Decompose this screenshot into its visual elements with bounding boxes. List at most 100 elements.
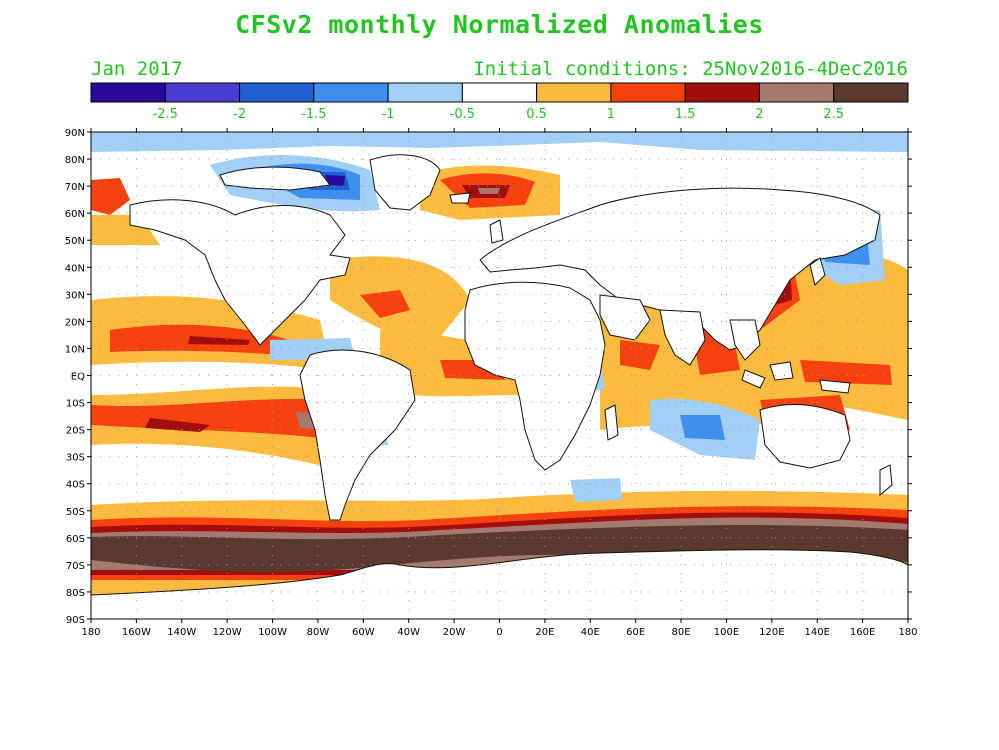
lat-label: 20S [66, 426, 85, 437]
lat-label: EQ [71, 372, 85, 383]
british-isles [489, 219, 504, 244]
initial-conditions: Initial conditions: 25Nov2016-4Dec2016 [473, 58, 908, 80]
lat-label: 60S [66, 534, 85, 545]
lat-label: 90N [65, 128, 85, 139]
canadian-archipelago-very-negative [325, 175, 345, 186]
iceland [449, 192, 471, 204]
lat-label: 60N [65, 209, 85, 220]
lat-label: 20N [65, 317, 85, 328]
lon-label: 40E [581, 627, 600, 638]
africa [464, 281, 606, 471]
antarctica [91, 549, 908, 619]
axis-ticks [87, 128, 912, 623]
colorbar-tick-label: 2.5 [823, 107, 844, 122]
india [659, 309, 706, 366]
lon-label: 20W [443, 627, 466, 638]
indochina [729, 319, 761, 361]
map-title: CFSv2 monthly Normalized Anomalies [235, 10, 764, 39]
colorbar-segment [164, 82, 241, 103]
southern-ocean-extreme-band [91, 525, 908, 572]
arabian-peninsula [599, 294, 651, 341]
canadian-arctic-islands [219, 166, 331, 191]
colorbar-segment [461, 82, 538, 103]
lat-label: 80N [65, 155, 85, 166]
lat-label: 90S [66, 615, 85, 626]
lat-label: 70N [65, 182, 85, 193]
colorbar [90, 82, 909, 103]
colorbar-segment [90, 82, 166, 103]
colorbar-tick-label: -2.5 [153, 107, 178, 122]
lon-label: 60W [352, 627, 375, 638]
lon-label: 100E [714, 627, 739, 638]
lon-label: 40W [397, 627, 420, 638]
lon-label: 80E [672, 627, 691, 638]
colorbar-labels: -2.5 -2 -1.5 -1 -0.5 0.5 1 1.5 2 2.5 [153, 107, 844, 122]
south-pacific-positive [91, 398, 338, 440]
lon-label: 160E [850, 627, 875, 638]
colorbar-segment [684, 82, 760, 103]
latitude-axis-labels: 90N 80N 70N 60N 50N 40N 30N 20N 10N EQ 10S 20S 30S 40… [65, 128, 85, 626]
new-zealand [879, 464, 893, 497]
colorbar-segment [239, 82, 315, 103]
colorbar-segment [758, 82, 835, 103]
arabian-sea-positive [620, 340, 660, 370]
lon-label: 120W [213, 627, 242, 638]
colorbar-tick-label: 0.5 [526, 107, 547, 122]
colorbar-segment [387, 82, 463, 103]
colorbar-segment [610, 82, 686, 103]
south-indian-negative [680, 415, 725, 440]
lon-label: 140E [805, 627, 830, 638]
madagascar [604, 404, 619, 441]
lat-label: 10N [65, 344, 85, 355]
australia [759, 404, 851, 469]
north-atlantic-positive [360, 290, 410, 318]
lat-label: 80S [66, 588, 85, 599]
lon-label: 100W [258, 627, 287, 638]
longitude-axis-labels: 180 160W 140W 120W 100W 80W 60W 40W 20W 0 20E 40E 60… [81, 627, 917, 638]
lat-label: 50N [65, 236, 85, 247]
bering-positive [91, 178, 130, 215]
lon-label: 180 [81, 627, 100, 638]
lon-label: 20E [535, 627, 554, 638]
forecast-month: Jan 2017 [91, 58, 183, 80]
colorbar-segment [536, 82, 612, 103]
lon-label: 180 [898, 627, 917, 638]
lon-label: 60E [626, 627, 645, 638]
colorbar-tick-label: -2 [233, 107, 246, 122]
colorbar-tick-label: 2 [755, 107, 763, 122]
colorbar-segment [833, 82, 909, 103]
lat-label: 40S [66, 480, 85, 491]
lon-label: 160W [122, 627, 151, 638]
lat-label: 30S [66, 453, 85, 464]
lon-label: 0 [496, 627, 502, 638]
lat-label: 40N [65, 263, 85, 274]
sumatra [741, 369, 766, 389]
lat-label: 10S [66, 399, 85, 410]
colorbar-tick-label: -1.5 [301, 107, 326, 122]
south-america [299, 349, 416, 521]
north-america [129, 199, 351, 346]
map-panel [91, 132, 908, 619]
continents [91, 154, 908, 619]
colorbar-tick-label: 1.5 [675, 107, 696, 122]
new-guinea [819, 379, 851, 394]
greenland [369, 154, 441, 211]
north-pacific-tropical-strong [188, 336, 250, 345]
lat-label: 70S [66, 561, 85, 572]
colorbar-tick-label: 1 [607, 107, 615, 122]
lat-label: 30N [65, 290, 85, 301]
colorbar-segment [313, 82, 389, 103]
lon-label: 140W [167, 627, 196, 638]
lat-label: 50S [66, 507, 85, 518]
lon-label: 80W [307, 627, 330, 638]
colorbar-tick-label: -0.5 [450, 107, 475, 122]
lon-label: 120E [759, 627, 784, 638]
south-pacific-strong-positive [145, 418, 210, 432]
south-atlantic-weak-negative [570, 478, 622, 502]
lat-lon-grid [91, 132, 908, 619]
colorbar-tick-label: -1 [382, 107, 395, 122]
japan [809, 257, 826, 286]
tropical-west-pacific-positive [800, 360, 892, 385]
greenland-sea-very-positive [478, 188, 500, 194]
